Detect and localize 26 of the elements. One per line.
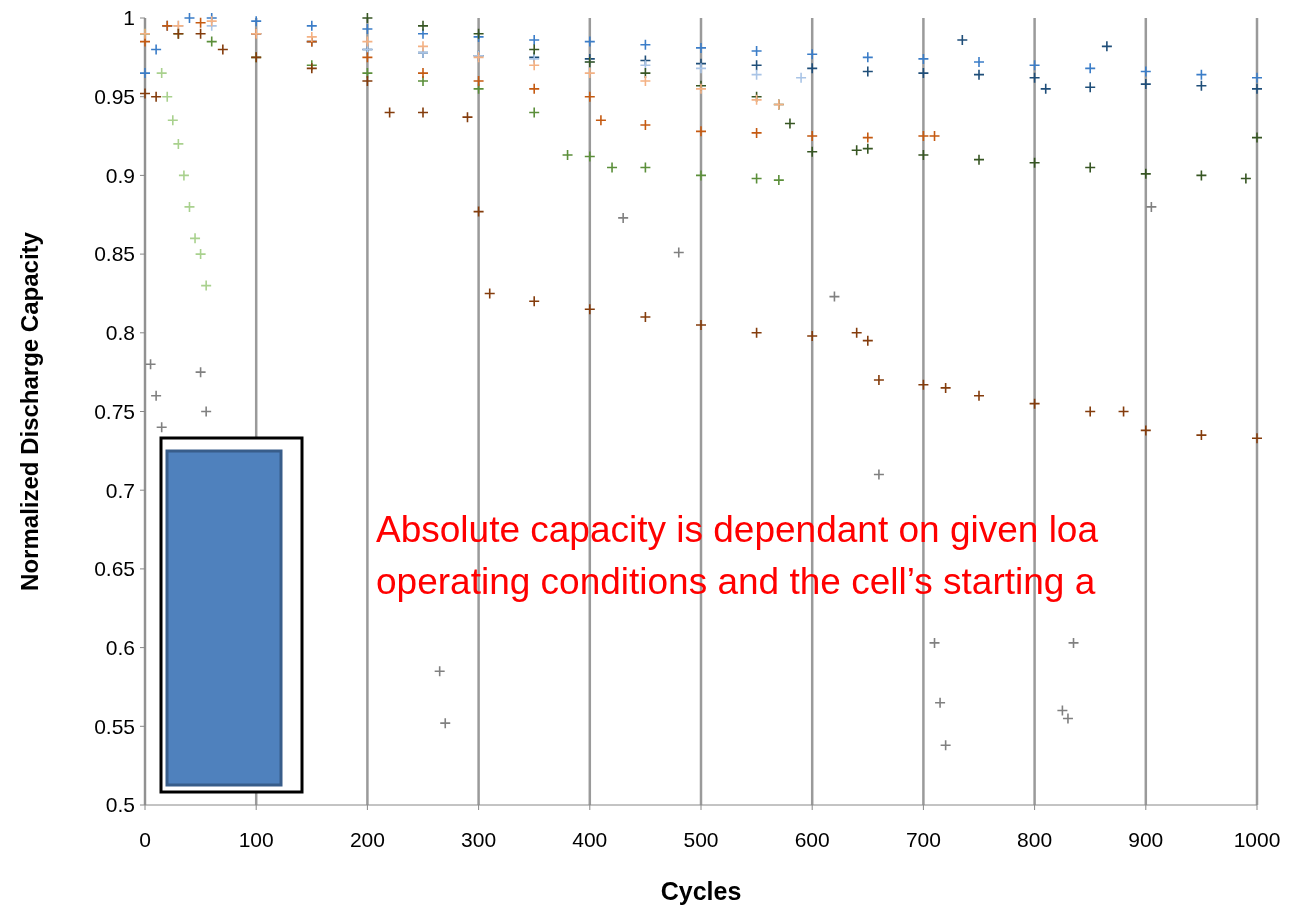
x-tick-label: 1000 bbox=[1233, 828, 1281, 851]
y-tick-label: 0.8 bbox=[105, 321, 135, 345]
x-axis-title: Cycles bbox=[660, 877, 742, 905]
y-tick-label: 0.75 bbox=[94, 399, 135, 423]
y-tick-label: 0.95 bbox=[94, 85, 135, 109]
annotation: operating conditions and the cell’s starting a bbox=[376, 561, 1096, 602]
y-tick-label: 0.65 bbox=[94, 557, 135, 581]
x-tick-label: 400 bbox=[572, 828, 608, 851]
y-tick-label: 0.6 bbox=[105, 635, 135, 659]
y-axis-title: Normalized Discharge Capacity bbox=[16, 231, 43, 591]
x-tick-label: 0 bbox=[139, 828, 151, 851]
x-tick-label: 800 bbox=[1017, 828, 1053, 851]
x-tick-label: 600 bbox=[794, 828, 830, 851]
x-tick-label: 200 bbox=[349, 828, 385, 851]
x-tick-label: 900 bbox=[1128, 828, 1164, 851]
y-tick-label: 0.55 bbox=[94, 714, 135, 738]
x-tick-label: 500 bbox=[683, 828, 719, 851]
x-tick-label: 300 bbox=[461, 828, 497, 851]
x-tick-label: 700 bbox=[905, 828, 941, 851]
y-tick-label: 0.7 bbox=[105, 478, 135, 502]
annotation: Absolute capacity is dependant on given loa bbox=[376, 509, 1099, 550]
y-tick-label: 0.5 bbox=[105, 793, 135, 817]
y-tick-label: 0.9 bbox=[105, 163, 135, 187]
y-tick-label: 0.85 bbox=[94, 242, 135, 266]
x-tick-label: 100 bbox=[238, 828, 274, 851]
y-tick-label: 1 bbox=[123, 6, 135, 30]
